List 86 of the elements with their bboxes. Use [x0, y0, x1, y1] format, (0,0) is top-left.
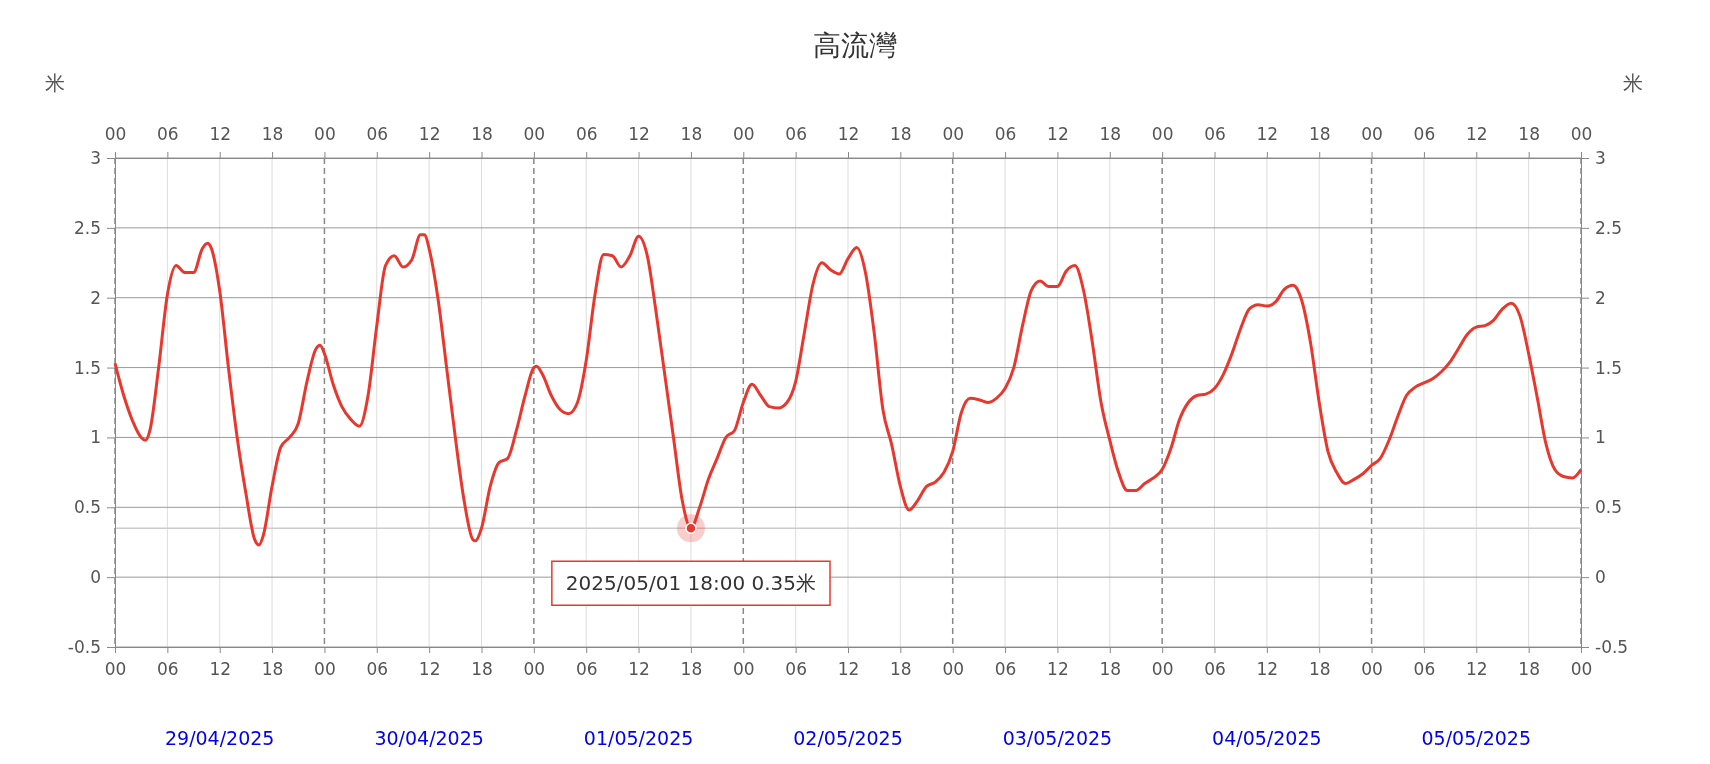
- x2-tick-label: 12: [1256, 124, 1279, 144]
- x2-tick-label: 12: [1047, 124, 1069, 144]
- x2-tick-label: 12: [837, 124, 860, 144]
- x-tick-label: 00: [942, 659, 965, 680]
- y2-tick-label: 0: [1595, 567, 1606, 588]
- x2-tick-label: 06: [157, 124, 179, 144]
- x2-tick-label: 18: [471, 124, 493, 144]
- y2-tick-label: 2: [1595, 287, 1606, 308]
- y-tick-label: 2: [90, 287, 101, 308]
- x-tick-label: 00: [314, 659, 336, 680]
- chart-title: 高流灣: [813, 29, 897, 62]
- x2-tick-label: 06: [575, 124, 598, 144]
- x-tick-label: 12: [1256, 659, 1279, 680]
- x2-tick-label: 12: [418, 124, 441, 144]
- x-tick-label: 00: [104, 659, 127, 680]
- y-tick-label: 0: [90, 567, 101, 588]
- text: 03/05/2025: [1002, 727, 1113, 749]
- x2-tick-label: 18: [890, 124, 912, 144]
- x-tick-label: 18: [1518, 659, 1540, 680]
- x-tick-label: 06: [575, 659, 598, 680]
- x-tick-label: 12: [209, 659, 232, 680]
- y2-tick-label: 0.5: [1595, 497, 1623, 518]
- x-tick-label: 18: [1099, 659, 1122, 680]
- y-tick-label: -0.5: [67, 636, 101, 657]
- text: 04/05/2025: [1212, 727, 1322, 749]
- x-tick-label: 18: [890, 659, 912, 680]
- x-tick-label: 12: [418, 659, 441, 680]
- x2-tick-label: 00: [1361, 124, 1383, 144]
- annotation: 2025/05/01 18:00 0.35米: [565, 571, 817, 596]
- x-tick-label: 12: [628, 659, 650, 680]
- x-tick-label: 00: [523, 659, 546, 680]
- x-tick-label: 18: [1308, 659, 1331, 680]
- x2-tick-label: 00: [523, 124, 546, 144]
- x-tick-label: 00: [1151, 659, 1174, 680]
- x-tick-label: 06: [994, 659, 1017, 680]
- x-tick-label: 18: [261, 659, 284, 680]
- x-tick-label: 06: [366, 659, 389, 680]
- x2-tick-label: 06: [785, 124, 807, 144]
- y-tick-label: 1: [90, 427, 101, 448]
- x2-tick-label: 00: [104, 124, 127, 144]
- x2-tick-label: 18: [1308, 124, 1331, 144]
- x2-tick-label: 00: [942, 124, 965, 144]
- x-tick-label: 00: [1361, 659, 1383, 680]
- y-tick-label: 0.5: [73, 497, 101, 518]
- text: 05/05/2025: [1421, 727, 1532, 749]
- x2-tick-label: 12: [628, 124, 650, 144]
- x-tick-label: 12: [837, 659, 860, 680]
- text: 01/05/2025: [583, 727, 694, 749]
- line-series: [113, 233, 1583, 547]
- y-tick-label: 3: [90, 147, 101, 168]
- x2-tick-label: 18: [1518, 124, 1540, 144]
- y-tick-label: 1.5: [73, 357, 101, 378]
- x2-tick-label: 06: [366, 124, 389, 144]
- x-tick-label: 00: [732, 659, 755, 680]
- x-tick-label: 18: [680, 659, 703, 680]
- x-tick-label: 00: [1570, 659, 1593, 680]
- x-tick-label: 12: [1047, 659, 1069, 680]
- x-tick-label: 06: [157, 659, 179, 680]
- y2-tick-label: 1.5: [1595, 357, 1623, 378]
- x2-tick-label: 00: [1151, 124, 1174, 144]
- x-tick-label: 06: [1413, 659, 1436, 680]
- x2-tick-label: 12: [209, 124, 232, 144]
- y2-tick-label: -0.5: [1595, 636, 1629, 657]
- x2-tick-label: 06: [1204, 124, 1226, 144]
- x2-tick-label: 00: [732, 124, 755, 144]
- y2-tick-label: 2.5: [1595, 217, 1623, 238]
- x-tick-label: 06: [785, 659, 807, 680]
- x2-tick-label: 06: [994, 124, 1017, 144]
- x2-tick-label: 12: [1465, 124, 1488, 144]
- y2-tick-label: 1: [1595, 427, 1606, 448]
- text: 30/04/2025: [374, 727, 484, 749]
- x2-tick-label: 00: [1570, 124, 1593, 144]
- x-tick-label: 12: [1465, 659, 1488, 680]
- x-tick-label: 18: [471, 659, 493, 680]
- text: 02/05/2025: [793, 727, 903, 749]
- y2-axis-title: 米: [1623, 71, 1643, 95]
- x-tick-label: 06: [1204, 659, 1226, 680]
- y-axis-title: 米: [45, 71, 65, 95]
- x2-tick-label: 18: [261, 124, 284, 144]
- x2-tick-label: 00: [314, 124, 336, 144]
- x2-tick-label: 18: [680, 124, 703, 144]
- x2-tick-label: 18: [1099, 124, 1122, 144]
- y-tick-label: 2.5: [73, 217, 101, 238]
- y2-tick-label: 3: [1595, 147, 1606, 168]
- x2-tick-label: 06: [1413, 124, 1436, 144]
- text: 29/04/2025: [164, 727, 275, 749]
